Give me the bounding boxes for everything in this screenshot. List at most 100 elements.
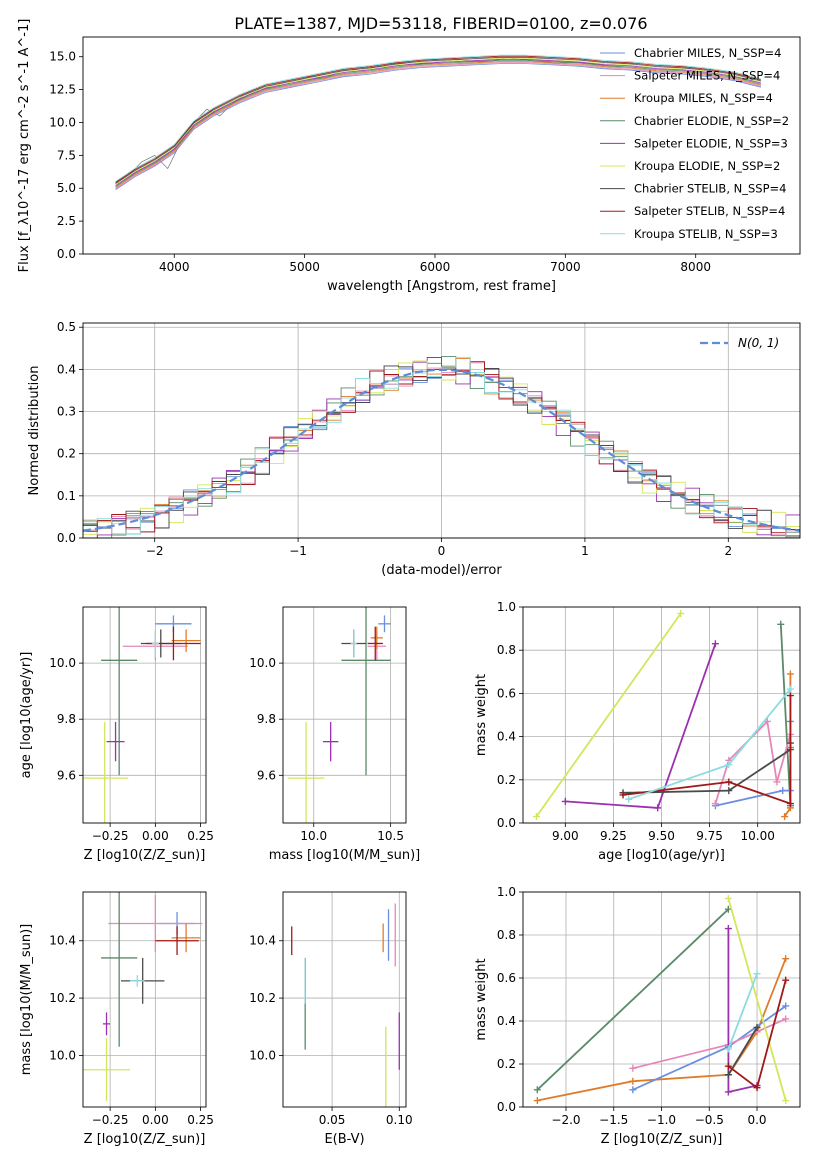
x-tick-label: −1.5 [599,1113,628,1127]
y-tick-label: 0.4 [497,1014,516,1028]
point-marker [782,1015,790,1023]
y-axis-label: Flux [f_λ10^-17 erg cm^-2 s^-1 A^-1] [17,19,32,273]
plot-frame [282,606,407,824]
y-tick-label: 0.2 [497,773,516,787]
x-tick-label: 0.00 [142,829,169,843]
errorbar-salpeter_stelib [155,926,199,956]
model-spectrum-chabrier_miles [115,63,761,191]
x-axis-label: Z [log10(Z/Z_sun)] [84,848,206,863]
x-tick-label: 0.0 [747,1113,766,1127]
legend-label: Salpeter MILES, N_SSP=4 [634,69,780,83]
series-chabrier_stelib [619,739,794,797]
y-tick-label: 0.2 [57,447,76,461]
x-tick-label: 9.50 [648,829,675,843]
x-tick-label: 8000 [680,260,711,274]
age_vs_mass-panel: 10.0 10.5 9.6 9.8 10.0 mass [log10(M/M_sun)] [249,606,420,863]
x-axis-label: Z [log10(Z/Z_sun)] [84,1132,206,1147]
series-line [727,898,787,1101]
plot-frame [282,891,407,1108]
point-marker [724,1062,732,1070]
point-marker [711,800,719,808]
series-salpeter_stelib [619,692,794,808]
point-marker [625,795,633,803]
series-line [565,643,717,809]
x-tick-label: 0.05 [319,1113,346,1127]
y-axis-label: Normed distribution [27,366,42,496]
y-tick-label: 0.4 [497,730,516,744]
errorbar-kroupa_stelib [130,975,145,987]
plot-frame [522,606,801,824]
x-axis-label: (data-model)/error [381,563,502,578]
point-marker [779,787,787,795]
point-marker [786,670,794,678]
errorbar-kroupa_elodie [83,1038,131,1102]
y-tick-label: 9.6 [257,768,276,782]
x-tick-label: −0.5 [695,1113,724,1127]
model-spectrum-chabrier_stelib [115,56,761,184]
x-tick-label: 5000 [289,260,320,274]
y-tick-label: 15.0 [49,50,76,64]
y-tick-label: 0.4 [57,362,76,376]
x-axis-label: wavelength [Angstrom, rest frame] [327,279,556,294]
model-spectrum-kroupa_stelib [115,54,761,182]
point-marker [629,1086,637,1094]
massweight_vs_Z-lines [533,894,790,1105]
spectrum-lines [115,54,761,191]
plot-frame [82,891,207,1108]
legend-label: Kroupa MILES, N_SSP=4 [634,91,773,105]
y-tick-label: 0.1 [57,489,76,503]
series-kroupa_stelib [724,970,761,1053]
y-tick-label: 9.6 [57,768,76,782]
errorbar-chabrier_miles [378,615,391,633]
errorbar-kroupa_stelib [151,629,159,658]
y-tick-label: 0.0 [497,1100,516,1114]
model-spectrum-salpeter_elodie [115,59,761,186]
point-marker [786,692,794,700]
point-marker [725,778,733,786]
y-tick-label: 0.8 [497,643,516,657]
x-tick-label: 6000 [420,260,451,274]
series-kroupa_elodie [532,609,685,821]
series-kroupa_stelib [625,685,794,803]
x-tick-label: 2 [724,544,732,558]
massweight_vs_age-panel: 9.00 9.25 9.50 9.75 10.00 0.0 0.2 0.4 0.6 0.8 1.0 a… [474,600,801,863]
y-axis-label: mass weight [474,674,489,756]
point-marker [533,1097,541,1105]
x-tick-label: 0.25 [187,829,214,843]
errorbar-salpeter_elodie [322,722,339,762]
series-line [779,624,792,806]
point-marker [724,894,732,902]
point-marker [724,925,732,933]
y-tick-label: 0.8 [497,928,516,942]
spectrum-legend: Chabrier MILES, N_SSP=4 Salpeter MILES, N… [600,46,789,241]
y-tick-label: 10.0 [49,656,76,670]
x-tick-label: −2.0 [551,1113,580,1127]
point-marker [782,955,790,963]
y-tick-label: 10.0 [249,656,276,670]
y-tick-label: 10.0 [49,115,76,129]
legend-label: Salpeter STELIB, N_SSP=4 [634,204,785,218]
errorbar-salpeter_stelib [367,626,383,661]
histogram-kroupa_stelib [83,356,800,538]
y-tick-label: 0.2 [497,1057,516,1071]
plot-frame [82,606,207,824]
model-spectrum-kroupa_elodie [115,57,761,185]
y-tick-label: 2.5 [57,214,76,228]
point-marker [782,976,790,984]
y-tick-label: 0.0 [497,816,516,830]
point-marker [786,800,794,808]
residual-histograms [83,356,800,538]
x-tick-label: 10.5 [377,829,404,843]
point-marker [654,804,662,812]
y-tick-label: 7.5 [57,148,76,162]
legend-label: Kroupa STELIB, N_SSP=3 [634,227,778,241]
point-marker [561,797,569,805]
x-tick-label: 9.25 [600,829,627,843]
x-axis-label: Z [log10(Z/Z_sun)] [601,1132,723,1147]
residuals-legend: N(0, 1) [700,336,779,350]
series-kroupa_elodie [724,894,790,1105]
normal-curve [83,368,800,532]
point-marker [753,970,761,978]
residuals-panel: −2 −1 0 1 2 0.0 0.1 0.2 0.3 0.4 0.5 (data-model)/er… [27,320,801,578]
